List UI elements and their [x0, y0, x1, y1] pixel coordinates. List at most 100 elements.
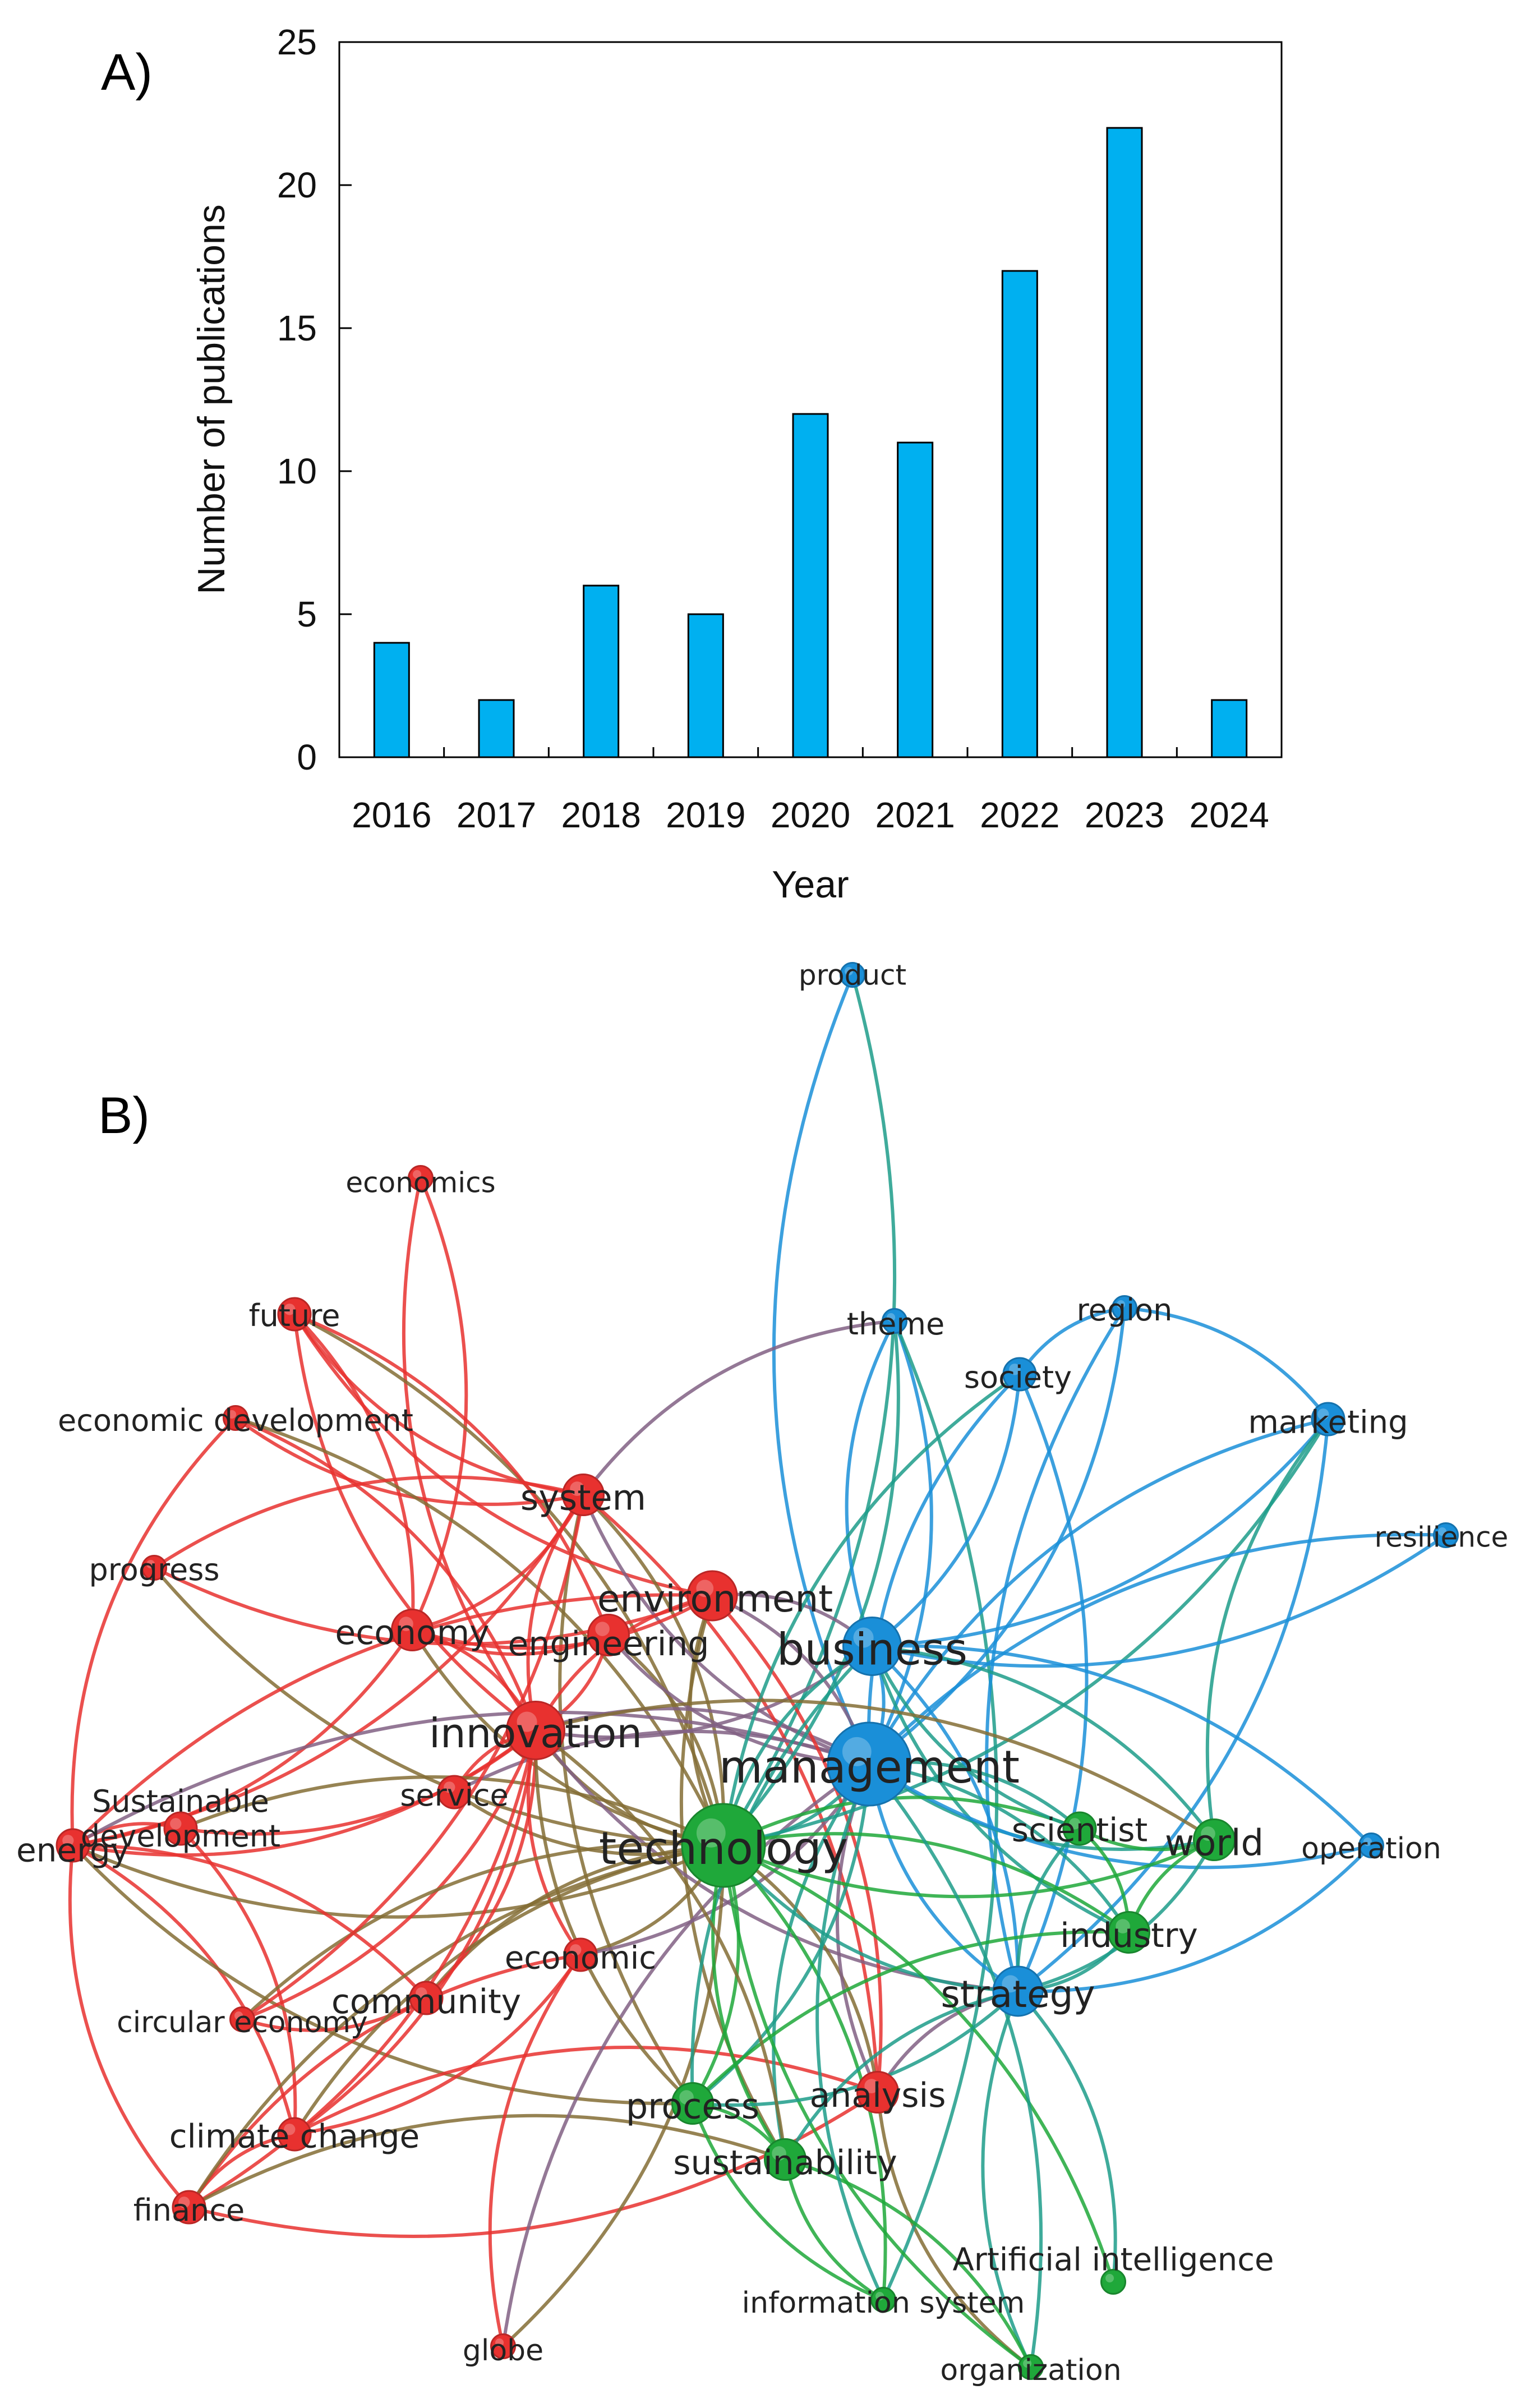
- node-highlight: [1002, 1975, 1020, 1993]
- edge-energy-technology: [72, 1844, 725, 1919]
- y-tick-label: 25: [277, 22, 317, 62]
- node-label-operation: operation: [1301, 1832, 1441, 1866]
- x-tick-label: 2022: [980, 795, 1059, 835]
- x-tick-label: 2024: [1189, 795, 1269, 835]
- node-label-circular_economy: circular economy: [117, 2006, 368, 2039]
- edge-sustainability-innovation: [534, 1729, 787, 2160]
- node-label-environment: environment: [597, 1577, 833, 1620]
- edge-globe-technology: [501, 1845, 725, 2348]
- node-finance: [172, 2190, 206, 2225]
- node-process: [671, 2082, 714, 2125]
- node-innovation: [506, 1701, 565, 1760]
- node-highlight: [887, 1313, 896, 1322]
- node-highlight: [1363, 1838, 1372, 1847]
- edge-economic_development-system: [234, 1416, 584, 1506]
- node-highlight: [413, 1170, 422, 1179]
- edge-technology-information_system: [722, 1844, 887, 2300]
- node-highlight: [62, 1835, 74, 1847]
- edge-energy-management: [72, 1710, 870, 1847]
- edge-resilience-management: [868, 1532, 1446, 1766]
- edge-economics-economy: [411, 1177, 468, 1631]
- edge-operation-strategy: [1017, 1844, 1373, 1993]
- node-label-marketing: marketing: [1248, 1405, 1408, 1441]
- node-circular_economy: [229, 2006, 255, 2032]
- bar-2024: [1211, 699, 1248, 758]
- node-label-energy: energy: [16, 1831, 130, 1869]
- edge-strategy-sustainability: [784, 1990, 1019, 2161]
- x-tick-label: 2021: [875, 795, 955, 835]
- node-label-management: management: [719, 1741, 1020, 1793]
- edge-technology-artificial_intelligence: [722, 1844, 1115, 2282]
- x-tick-label: 2020: [771, 795, 850, 835]
- edge-product-technology: [722, 974, 897, 1847]
- node-highlight: [1105, 2274, 1114, 2283]
- edge-circular_economy-technology: [241, 1841, 724, 2021]
- edge-theme-technology: [722, 1320, 900, 1847]
- edge-economic-finance: [187, 1953, 581, 2208]
- node-highlight: [853, 1627, 874, 1648]
- edge-scientist-business: [870, 1645, 1080, 1830]
- edge-theme-information_system: [882, 1320, 999, 2301]
- edge-process-information_system: [691, 2102, 884, 2301]
- node-artificial_intelligence: [1100, 2269, 1126, 2295]
- edge-marketing-region: [1124, 1306, 1330, 1420]
- y-axis-ticks: 0 5 10 15 20 25: [277, 22, 352, 777]
- edge-economic-climate_change: [294, 1954, 582, 2136]
- bar-series: [373, 127, 1248, 758]
- edge-information_system-management: [815, 1763, 885, 2301]
- node-system: [562, 1474, 605, 1516]
- node-highlight: [444, 1781, 455, 1793]
- node-industry: [1108, 1911, 1150, 1954]
- node-label-organization: organization: [940, 2354, 1121, 2387]
- x-axis-title: Year: [772, 863, 849, 906]
- node-label-future: future: [249, 1298, 340, 1333]
- keyword-network: product economics future theme regionsociety…: [16, 959, 1508, 2388]
- node-economy: [391, 1609, 434, 1651]
- edge-management-world: [868, 1762, 1215, 1851]
- edge-strategy-organization: [981, 1990, 1033, 2368]
- y-tick-label: 20: [277, 165, 317, 205]
- node-label-economics: economics: [345, 1167, 495, 1199]
- node-highlight: [595, 1622, 610, 1636]
- edge-society-strategy: [1016, 1373, 1089, 1992]
- node-highlight: [696, 1580, 714, 1597]
- node-community: [409, 1981, 444, 2015]
- node-highlight: [146, 1560, 155, 1569]
- node-highlight: [1117, 1300, 1126, 1309]
- node-label-society: society: [964, 1360, 1072, 1395]
- edge-economy-energy: [72, 1629, 414, 1847]
- node-progress: [141, 1555, 167, 1581]
- node-label-community: community: [331, 1982, 521, 2022]
- edge-theme-business: [845, 1320, 896, 1647]
- edge-technology-organization: [722, 1845, 1032, 2369]
- node-society: [1002, 1357, 1037, 1392]
- node-highlight: [845, 967, 854, 976]
- edge-energy-process: [71, 1844, 693, 2106]
- edge-world-innovation: [535, 1698, 1215, 1841]
- node-label-world: world: [1165, 1822, 1264, 1864]
- edge-economy-engineering: [411, 1628, 610, 1656]
- y-tick-label: 5: [297, 594, 317, 634]
- node-label-economic: economic: [505, 1940, 656, 1977]
- node-highlight: [234, 2011, 243, 2020]
- node-label-sustainable_development: Sustainable development: [81, 1784, 280, 1854]
- edge-technology-industry: [723, 1832, 1130, 1934]
- node-highlight: [284, 1304, 296, 1315]
- node-label-technology: technology: [599, 1822, 848, 1875]
- node-label-innovation: innovation: [429, 1710, 642, 1757]
- edge-economic_development-energy: [70, 1416, 237, 1846]
- node-label-economy: economy: [335, 1613, 489, 1652]
- node-highlight: [178, 2197, 190, 2208]
- edge-energy-community: [72, 1843, 428, 2000]
- edge-economic_development-innovation: [234, 1416, 537, 1732]
- node-organization: [1018, 2354, 1044, 2380]
- node-label-climate_change: climate change: [169, 2117, 420, 2155]
- node-label-progress: progress: [89, 1552, 219, 1587]
- node-label-sustainability: sustainability: [673, 2143, 897, 2183]
- edge-progress-system: [153, 1475, 584, 1569]
- node-label-region: region: [1077, 1292, 1173, 1328]
- node-operation: [1358, 1833, 1384, 1858]
- edge-environment-economy: [412, 1594, 713, 1650]
- node-highlight: [864, 2079, 879, 2093]
- edge-marketing-world: [1205, 1418, 1330, 1840]
